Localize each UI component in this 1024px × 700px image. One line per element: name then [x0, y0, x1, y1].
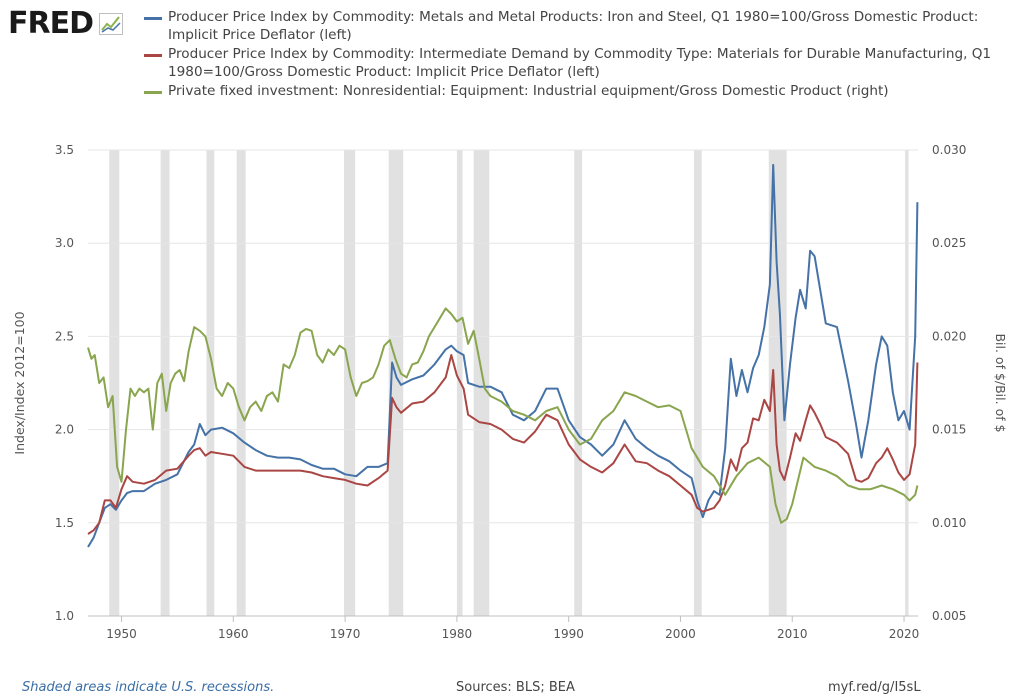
axes: 1.0 0.005 1.5 0.010 2.0 0.015 2.5 0.020 3.0 0.025… — [12, 143, 1008, 641]
y-tick-label: 2.0 — [55, 423, 74, 437]
y2-tick-label: 0.025 — [932, 236, 966, 250]
series-lines — [87, 163, 919, 548]
recession-band — [236, 150, 246, 616]
x-tick-label: 1960 — [218, 627, 249, 641]
y2-tick-label: 0.020 — [932, 329, 966, 343]
y2-tick-label: 0.010 — [932, 516, 966, 530]
y2-tick-label: 0.030 — [932, 143, 966, 157]
recession-band — [160, 150, 170, 616]
y-tick-label: 3.5 — [55, 143, 74, 157]
x-tick-label: 2020 — [889, 627, 920, 641]
recession-band — [574, 150, 583, 616]
recession-band — [693, 150, 702, 616]
chart-legend: Producer Price Index by Commodity: Metal… — [144, 8, 1014, 101]
x-tick-label: 2010 — [777, 627, 808, 641]
legend-item-industrial-equipment[interactable]: Private fixed investment: Nonresidential… — [144, 82, 1014, 100]
y-tick-label: 2.5 — [55, 329, 74, 343]
legend-swatch — [144, 54, 162, 57]
recession-band — [206, 150, 215, 616]
recession-band — [388, 150, 404, 616]
recession-note: Shaded areas indicate U.S. recessions. — [22, 680, 275, 695]
chart-logo-icon — [99, 12, 123, 35]
y2-tick-label: 0.015 — [932, 423, 966, 437]
series-line-durable-materials — [87, 354, 919, 535]
recession-band — [768, 150, 787, 616]
short-url-link[interactable]: myf.red/g/I5sL — [828, 680, 921, 695]
fred-logo: FRED — [8, 6, 123, 41]
legend-swatch — [144, 17, 162, 20]
x-tick-label: 2000 — [665, 627, 696, 641]
series-line-iron-steel — [87, 163, 919, 548]
y2-tick-label: 0.005 — [932, 609, 966, 623]
y-tick-label: 1.0 — [55, 609, 74, 623]
x-tick-label: 1990 — [553, 627, 584, 641]
x-tick-label: 1980 — [442, 627, 473, 641]
recession-band — [905, 150, 909, 616]
legend-item-durable-materials[interactable]: Producer Price Index by Commodity: Inter… — [144, 45, 1014, 81]
legend-item-iron-steel[interactable]: Producer Price Index by Commodity: Metal… — [144, 8, 1014, 44]
recession-band — [109, 150, 120, 616]
series-line-industrial-equipment — [87, 307, 919, 524]
recession-bands — [109, 150, 909, 616]
y-axis-label: Index/Index 2012=100 — [12, 311, 27, 454]
legend-swatch — [144, 91, 162, 94]
x-tick-label: 1950 — [106, 627, 137, 641]
legend-label: Producer Price Index by Commodity: Inter… — [168, 46, 992, 80]
y-tick-label: 1.5 — [55, 516, 74, 530]
y-tick-label: 3.0 — [55, 236, 74, 250]
legend-label: Producer Price Index by Commodity: Metal… — [168, 9, 979, 43]
y2-axis-label: Bil. of $/Bil. of $ — [993, 333, 1008, 432]
sources-text: Sources: BLS; BEA — [456, 680, 575, 695]
recession-band — [473, 150, 490, 616]
legend-label: Private fixed investment: Nonresidential… — [168, 83, 889, 99]
x-tick-label: 1970 — [330, 627, 361, 641]
recession-band — [343, 150, 356, 616]
logo-text: FRED — [8, 6, 94, 41]
